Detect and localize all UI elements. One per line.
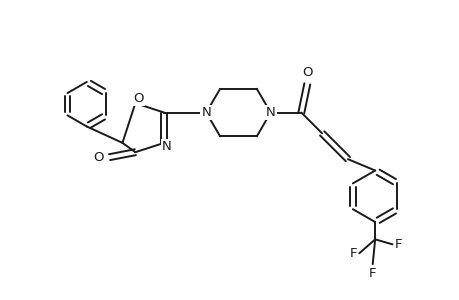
- Text: O: O: [93, 151, 104, 164]
- Text: O: O: [302, 66, 312, 80]
- Text: N: N: [201, 106, 211, 119]
- Text: F: F: [394, 238, 401, 251]
- Text: F: F: [368, 267, 375, 280]
- Text: F: F: [349, 247, 356, 260]
- Text: O: O: [133, 92, 144, 105]
- Text: N: N: [265, 106, 275, 119]
- Text: N: N: [162, 140, 171, 153]
